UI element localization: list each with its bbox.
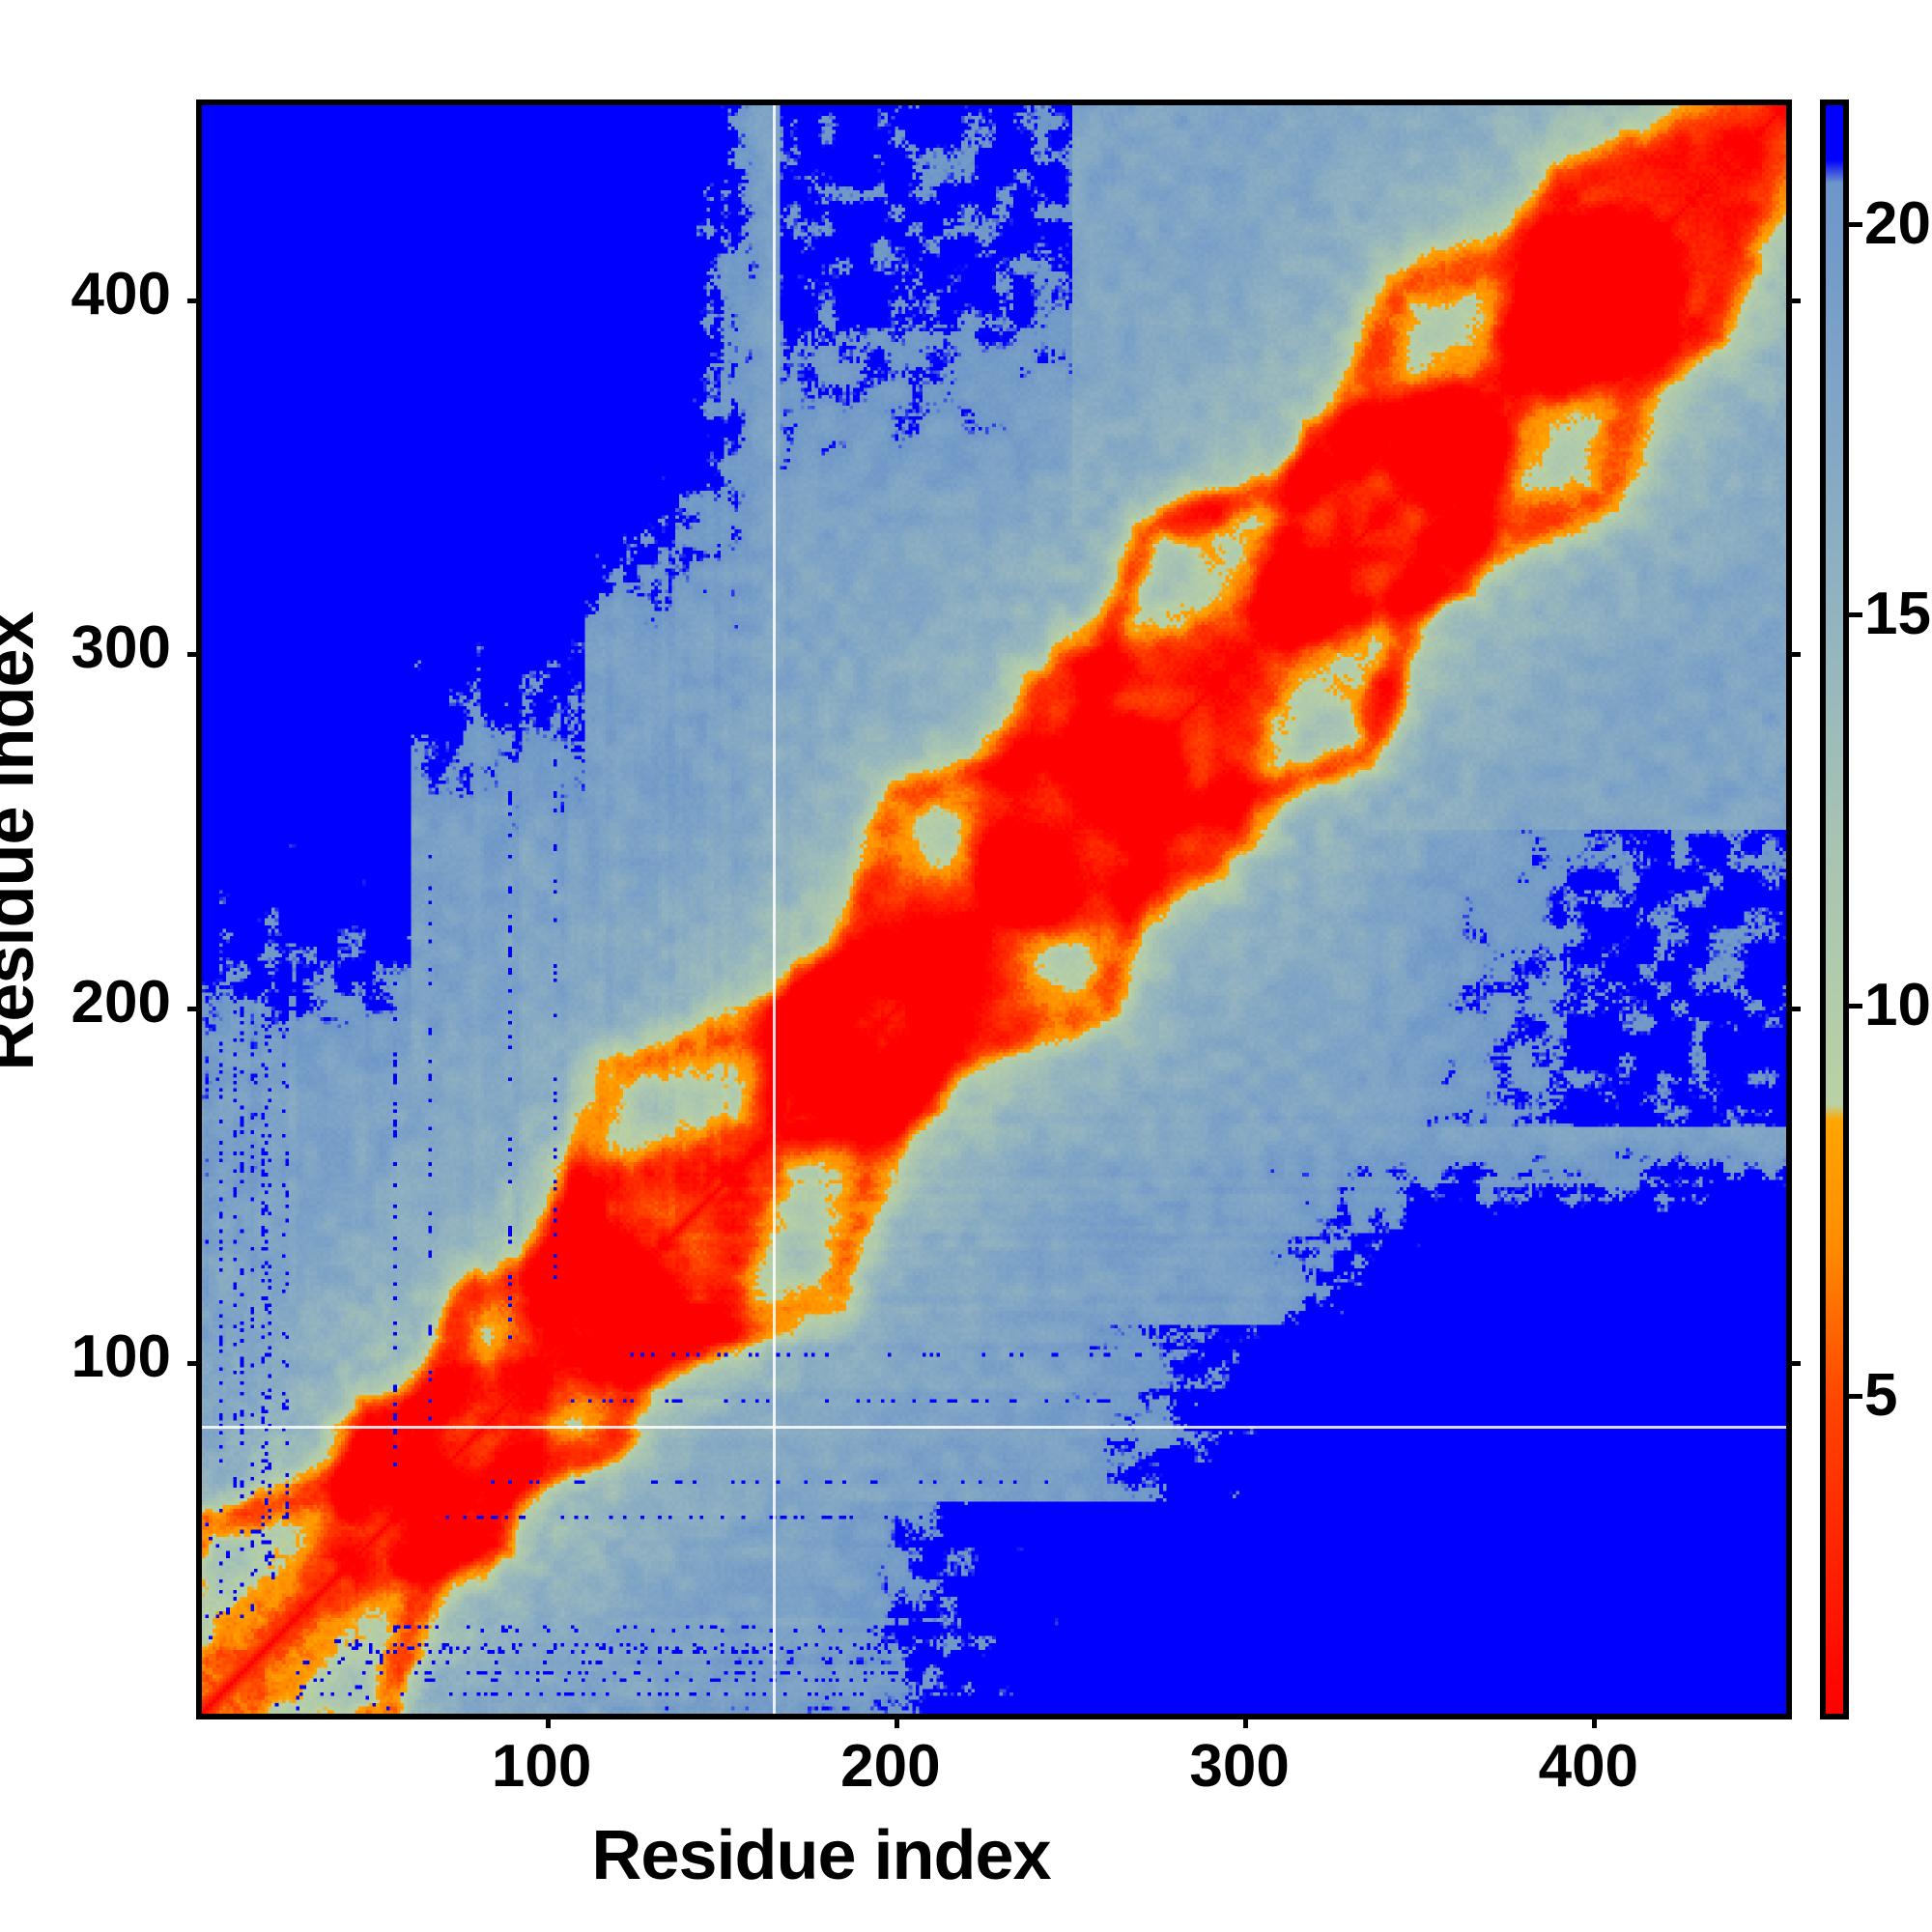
gridline-vertical: [773, 105, 777, 1714]
x-tick: [894, 1714, 899, 1728]
right-tick: [1786, 652, 1801, 658]
colorbar-gradient: [1826, 105, 1843, 1714]
y-tick-label: 100: [71, 1322, 171, 1390]
y-tick: [187, 1360, 202, 1366]
y-tick: [187, 1007, 202, 1012]
x-tick: [545, 1714, 551, 1728]
x-tick-label: 300: [1189, 1733, 1290, 1800]
y-tick-label: 300: [71, 614, 171, 682]
colorbar-tick-label: 10: [1864, 971, 1931, 1038]
right-tick: [1786, 1360, 1801, 1366]
colorbar-tick-label: 5: [1864, 1361, 1898, 1429]
x-tick-label: 400: [1538, 1733, 1639, 1800]
y-tick-label: 200: [71, 969, 171, 1037]
colorbar-bar: [1820, 99, 1849, 1719]
x-tick: [1243, 1714, 1249, 1728]
x-tick-label: 100: [491, 1733, 592, 1800]
heatmap-canvas[interactable]: [202, 105, 1786, 1714]
x-axis-title: Residue index: [591, 1817, 1051, 1894]
right-tick: [1786, 298, 1801, 303]
colorbar[interactable]: 5 10 15 20: [1820, 99, 1931, 1719]
colorbar-tick: [1849, 222, 1862, 228]
gridline-horizontal: [202, 1425, 1786, 1429]
colorbar-tick: [1849, 1393, 1862, 1399]
y-tick: [187, 652, 202, 658]
plot-frame: [187, 99, 1801, 1728]
x-tick-label: 200: [840, 1733, 941, 1800]
colorbar-tick: [1849, 1003, 1862, 1009]
colorbar-tick-label: 20: [1864, 190, 1931, 258]
x-tick: [1592, 1714, 1598, 1728]
colorbar-tick-label: 15: [1864, 581, 1931, 648]
colorbar-tick: [1849, 612, 1862, 618]
y-tick-label: 400: [71, 260, 171, 327]
heatmap-plot-area[interactable]: [202, 105, 1786, 1714]
y-tick: [187, 298, 202, 303]
y-axis-title: Residue index: [0, 611, 48, 1071]
right-tick: [1786, 1007, 1801, 1012]
